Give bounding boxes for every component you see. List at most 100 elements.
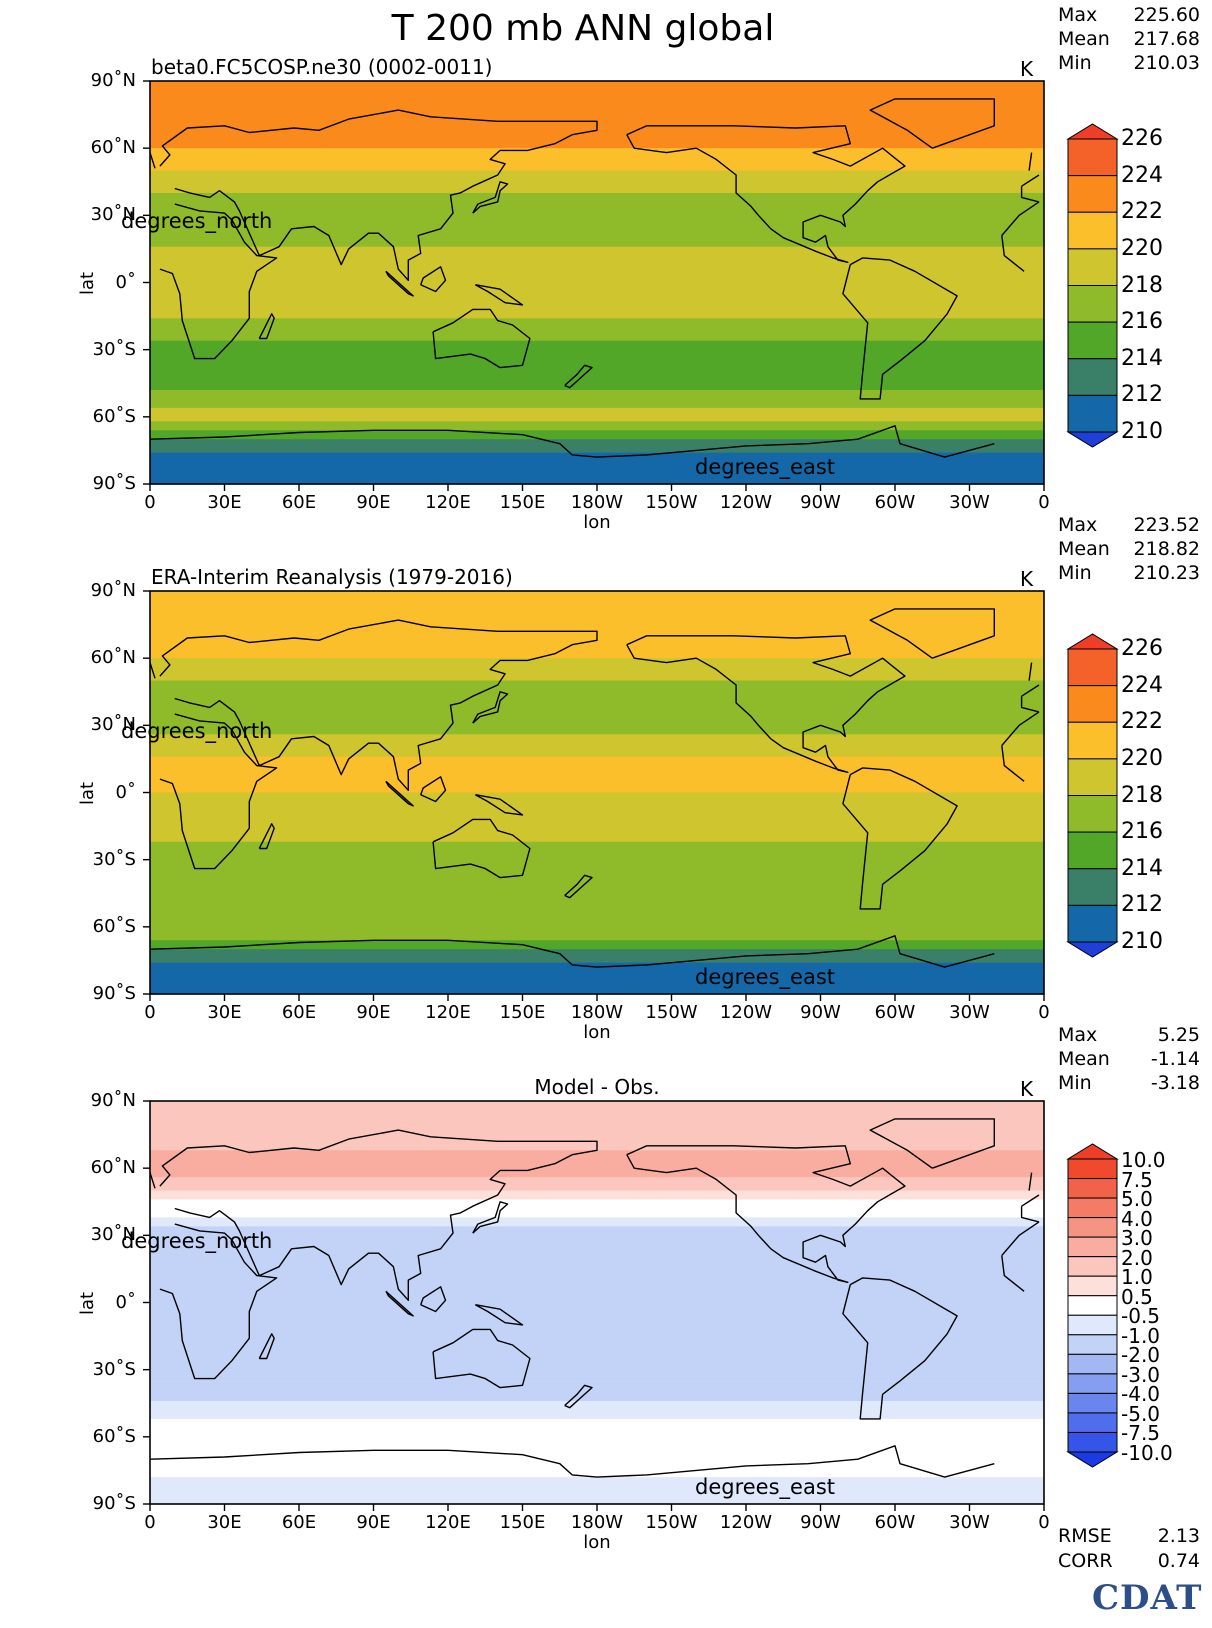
field-band: [150, 814, 1044, 820]
field-band: [150, 1463, 1044, 1469]
field-band: [150, 291, 1044, 297]
lon-tick-label: 120W: [719, 1002, 773, 1023]
lon-tick-label: 150E: [499, 1512, 546, 1533]
lat-tick-label: 0˚: [115, 781, 136, 803]
coastline: [474, 1304, 524, 1326]
rmse-label: RMSE: [1058, 1525, 1112, 1547]
field-band: [150, 376, 1044, 382]
coastline: [385, 270, 414, 297]
colorbar-over-arrow: [1066, 123, 1119, 140]
x-axis-label: lon: [583, 1532, 611, 1553]
coastline: [474, 284, 524, 306]
field-band: [150, 363, 1044, 369]
field-band: [150, 1284, 1044, 1290]
colorbar-label: 224: [1121, 162, 1163, 188]
field-band: [150, 859, 1044, 865]
field-band: [150, 770, 1044, 776]
field-band: [150, 1118, 1044, 1124]
colorbar-swatch: [1067, 1392, 1118, 1414]
field-band: [150, 479, 1044, 485]
field-band: [150, 599, 1044, 606]
coastline: [149, 425, 995, 458]
field-band: [150, 1392, 1044, 1398]
colorbar-swatch: [1067, 285, 1118, 323]
field-band: [150, 1401, 1044, 1407]
field-band: [150, 210, 1044, 216]
lon-tick-label: 90W: [800, 492, 841, 513]
field-band: [150, 278, 1044, 284]
field-band: [150, 935, 1044, 941]
colorbar-label: 3.0: [1121, 1226, 1153, 1251]
field-band: [150, 237, 1044, 243]
field-band: [150, 340, 1044, 346]
lat-tick-label: 60˚N: [90, 137, 136, 159]
field-band: [150, 1127, 1044, 1133]
lat-tick-label: 90˚S: [92, 473, 136, 494]
stat-max-label: Max: [1058, 514, 1098, 536]
colorbar-label: -3.0: [1121, 1362, 1161, 1387]
stat-mean-label: Mean: [1058, 538, 1110, 560]
field-band: [150, 788, 1044, 794]
coastline: [869, 608, 995, 659]
colorbar-label: 0.5: [1121, 1284, 1153, 1309]
field-band: [150, 962, 1044, 968]
field-band: [150, 1217, 1044, 1223]
field-band: [150, 828, 1044, 834]
field-band: [150, 895, 1044, 901]
coastline: [472, 1201, 509, 1234]
field-band: [150, 309, 1044, 315]
field-band: [150, 1186, 1044, 1192]
field-band: [150, 466, 1044, 472]
field-band: [150, 1432, 1044, 1438]
field-band: [150, 112, 1044, 118]
coastline: [564, 364, 593, 389]
colorbar-label: 212: [1121, 892, 1163, 918]
field-band: [150, 967, 1044, 973]
coastline: [159, 201, 1040, 360]
stat-min-label: Min: [1058, 1072, 1092, 1094]
field-band: [150, 295, 1044, 302]
stat-mean-label: Mean: [1058, 28, 1110, 50]
field-band: [150, 1347, 1044, 1353]
field-band: [150, 899, 1044, 906]
field-band: [150, 439, 1044, 445]
lon-tick-label: 90W: [800, 1512, 841, 1533]
field-band: [150, 1383, 1044, 1389]
field-band: [150, 1338, 1044, 1344]
cdat-logo: CDAT: [1092, 1578, 1203, 1618]
field-band: [150, 179, 1044, 185]
colorbar-swatch: [1067, 1158, 1118, 1180]
field-band: [150, 707, 1044, 713]
colorbar-swatch: [1067, 868, 1118, 906]
field-band: [150, 873, 1044, 879]
field-band: [150, 720, 1044, 726]
stat-mean-value: -1.14: [1150, 1048, 1200, 1070]
field-band: [150, 1114, 1044, 1120]
colorbar-label: 218: [1121, 782, 1163, 808]
lon-tick-label: 120W: [719, 1512, 773, 1533]
coastline: [472, 691, 509, 724]
field-band: [150, 971, 1044, 977]
field-band: [150, 134, 1044, 140]
field-band: [150, 1427, 1044, 1433]
field-band: [150, 819, 1044, 825]
colorbar-swatch: [1067, 1431, 1118, 1453]
coastline: [159, 1129, 1040, 1301]
field-band: [150, 850, 1044, 856]
field-band: [150, 711, 1044, 717]
map-plot: [143, 80, 1045, 491]
colorbar-swatch: [1067, 175, 1118, 213]
colorbar-label: 226: [1121, 126, 1163, 151]
field-band: [150, 197, 1044, 203]
field-band: [150, 354, 1044, 360]
field-band: [150, 434, 1044, 440]
field-band: [150, 1445, 1044, 1451]
field-band: [150, 1468, 1044, 1474]
field-band: [150, 1360, 1044, 1366]
lon-tick-label: 60W: [874, 1002, 916, 1023]
colorbar-over-arrow: [1066, 633, 1119, 650]
field-band: [150, 622, 1044, 628]
field-band: [150, 1109, 1044, 1116]
y-axis-label: lat: [77, 1291, 99, 1315]
field-band: [150, 1159, 1044, 1165]
